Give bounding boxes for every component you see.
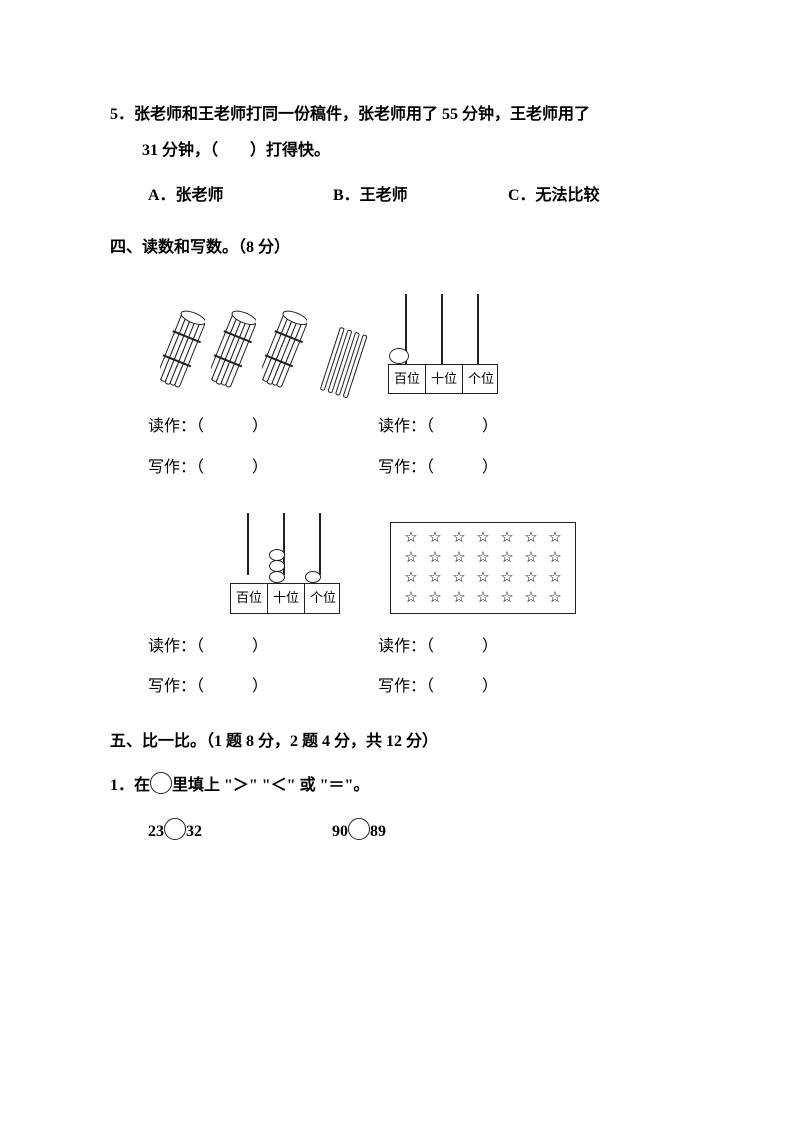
bundle-icon [262,308,307,394]
star-icon: ☆ [521,529,541,547]
star-icon: ☆ [497,549,517,567]
place-one: 个位 [463,365,499,394]
abacus2-figure: 百位 十位 个位 [230,513,340,614]
stars-figure: ☆☆☆☆☆☆☆☆☆☆☆☆☆☆☆☆☆☆☆☆☆☆☆☆☆☆☆☆ [390,522,576,614]
bundle-icon [211,308,256,394]
circle-blank-icon[interactable] [150,772,172,794]
star-icon: ☆ [425,589,445,607]
abacus1-figure: 百位 十位 个位 [388,294,498,395]
star-icon: ☆ [497,569,517,587]
write-blank-3[interactable]: 写作：（ ） [148,672,378,702]
star-icon: ☆ [473,549,493,567]
sec4-title: 四、读数和写数。（8 分） [110,233,704,263]
circle-blank-icon[interactable] [164,818,186,840]
star-icon: ☆ [545,569,565,587]
compare-pair-2: 90 89 [332,817,386,847]
star-icon: ☆ [425,529,445,547]
write-blank-2[interactable]: 写作：（ ） [378,453,498,483]
write-blank-1[interactable]: 写作：（ ） [148,453,378,483]
sec4-figrow-1: 百位 十位 个位 [110,294,704,395]
place-hundred: 百位 [389,365,426,394]
place-ten: 十位 [268,584,305,613]
star-icon: ☆ [497,589,517,607]
star-icon: ☆ [473,569,493,587]
star-icon: ☆ [425,569,445,587]
bundles-figure [160,308,348,394]
bead-icon [269,571,285,583]
q5-line1: 5．张老师和王老师打同一份稿件，张老师用了 55 分钟，王老师用了 [110,100,704,130]
read-blank-2[interactable]: 读作：（ ） [378,412,498,442]
bead-icon [305,571,321,583]
star-icon: ☆ [449,569,469,587]
star-icon: ☆ [449,529,469,547]
star-icon: ☆ [425,549,445,567]
bead-icon [269,560,285,572]
sec5-q1: 1．在 里填上 "＞" "＜" 或 "＝"。 [110,771,704,801]
sec5-title: 五、比一比。（1 题 8 分，2 题 4 分，共 12 分） [110,727,704,757]
q5-line2: 31 分钟，（ ）打得快。 [110,136,704,166]
bead-icon [269,549,285,561]
circle-blank-icon[interactable] [348,818,370,840]
bead-icon [389,348,409,364]
compare-1-left: 23 [148,823,164,840]
write-blank-4[interactable]: 写作：（ ） [378,672,498,702]
star-icon: ☆ [521,569,541,587]
compare-2-right: 89 [370,823,386,840]
q5-option-a[interactable]: A．张老师 [148,181,333,211]
star-icon: ☆ [449,589,469,607]
star-icon: ☆ [521,549,541,567]
place-hundred: 百位 [231,584,268,613]
q5-option-c[interactable]: C．无法比较 [508,181,600,211]
star-icon: ☆ [545,549,565,567]
star-icon: ☆ [449,549,469,567]
sec4-figrow-2: 百位 十位 个位 ☆☆☆☆☆☆☆☆☆☆☆☆☆☆☆☆☆☆☆☆☆☆☆☆☆☆☆☆ [110,513,704,614]
loose-sticks [320,327,368,399]
place-ten: 十位 [426,365,463,394]
star-icon: ☆ [545,589,565,607]
q5-num: 5． [110,106,134,123]
star-icon: ☆ [401,529,421,547]
read-blank-4[interactable]: 读作：（ ） [378,632,498,662]
star-icon: ☆ [473,529,493,547]
star-icon: ☆ [401,569,421,587]
read-blank-3[interactable]: 读作：（ ） [148,632,378,662]
star-icon: ☆ [497,529,517,547]
sec5-q1-text-a: 在 [134,777,150,794]
compare-row: 23 32 90 89 [110,817,704,847]
sec5-q1-text-b: 里填上 "＞" "＜" 或 "＝"。 [172,777,369,794]
star-icon: ☆ [473,589,493,607]
q5-options: A．张老师 B．王老师 C．无法比较 [110,181,704,211]
star-icon: ☆ [401,549,421,567]
place-one: 个位 [305,584,341,613]
q5-text1: 张老师和王老师打同一份稿件，张老师用了 55 分钟，王老师用了 [134,106,590,123]
compare-2-left: 90 [332,823,348,840]
bundle-icon [160,308,205,394]
sec5-q1-num: 1． [110,777,134,794]
read-blank-1[interactable]: 读作：（ ） [148,412,378,442]
q5-option-b[interactable]: B．王老师 [333,181,508,211]
star-icon: ☆ [545,529,565,547]
star-icon: ☆ [401,589,421,607]
star-icon: ☆ [521,589,541,607]
compare-1-right: 32 [186,823,202,840]
compare-pair-1: 23 32 [148,817,202,847]
